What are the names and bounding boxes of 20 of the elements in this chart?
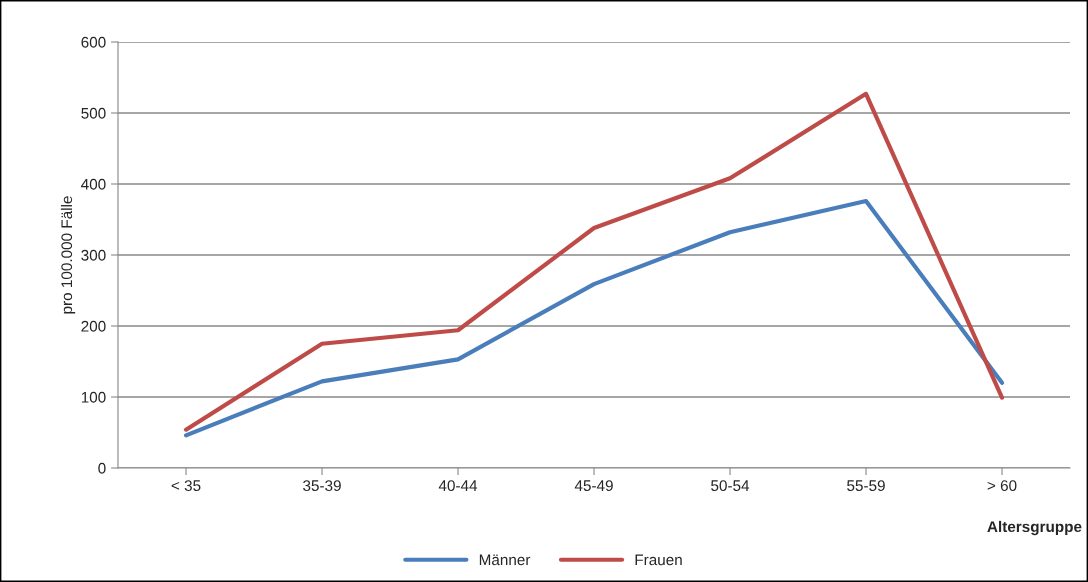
x-tick-label: > 60 bbox=[987, 480, 1017, 492]
x-axis-title: Altersgruppe bbox=[987, 520, 1082, 536]
line-series bbox=[183, 198, 1005, 438]
legend-label: Frauen bbox=[635, 554, 682, 566]
y-axis-title: pro 100.000 Fälle bbox=[60, 196, 76, 314]
y-tick-label: 400 bbox=[81, 178, 106, 190]
y-tick-label: 600 bbox=[81, 36, 106, 48]
y-tick-label: 100 bbox=[81, 391, 106, 403]
x-tick-label: 55-59 bbox=[847, 480, 885, 492]
y-tick-label: 0 bbox=[98, 462, 106, 474]
x-tick-label: 40-44 bbox=[438, 480, 478, 492]
x-tick-label: 35-39 bbox=[303, 480, 341, 492]
line-series bbox=[183, 91, 1005, 432]
x-tick-label: 45-49 bbox=[574, 480, 613, 492]
y-tick-label: 500 bbox=[81, 107, 106, 119]
y-tick-label: 200 bbox=[81, 320, 106, 332]
x-tick-label: 50-54 bbox=[711, 480, 750, 492]
y-tick-label: 300 bbox=[81, 249, 106, 261]
legend-label: Männer bbox=[479, 554, 531, 566]
x-tick-label: < 35 bbox=[171, 480, 201, 492]
